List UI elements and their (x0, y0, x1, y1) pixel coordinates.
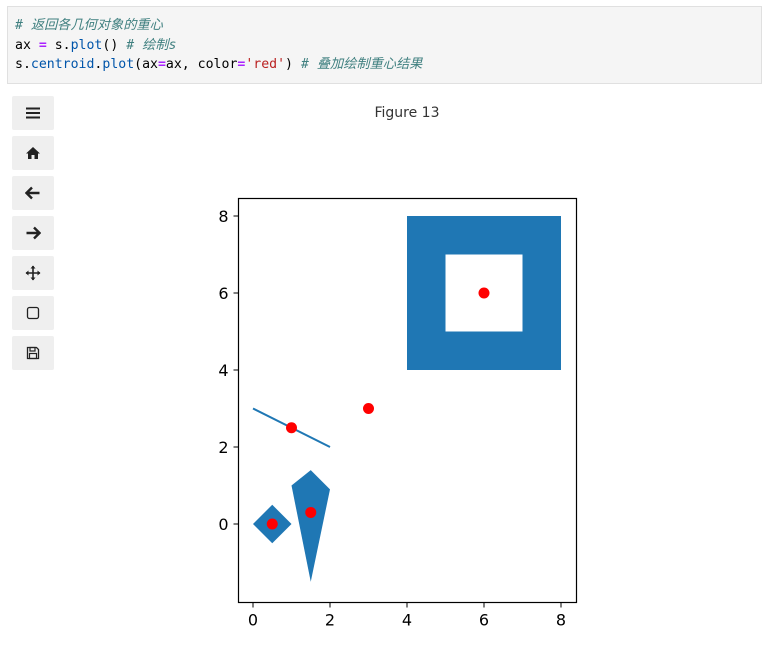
code-operator: = (38, 37, 47, 53)
save-button[interactable] (12, 336, 54, 370)
y-tick-label: 8 (218, 207, 228, 226)
pan-move-icon (25, 265, 41, 281)
x-tick-label: 4 (402, 611, 412, 630)
code-token: s. (15, 57, 31, 72)
centroid-marker (266, 518, 278, 530)
x-tick-label: 0 (248, 611, 258, 630)
code-token: ax (15, 37, 39, 53)
back-arrow-icon (25, 186, 40, 200)
pan-button[interactable] (12, 256, 54, 290)
x-tick-label: 2 (325, 611, 335, 630)
code-operator: = (237, 57, 246, 72)
code-comment: # 叠加绘制重心结果 (300, 57, 423, 72)
code-token: s. (46, 37, 71, 53)
centroid-marker (305, 506, 317, 518)
y-tick-label: 0 (218, 515, 228, 534)
x-tick-label: 8 (556, 611, 566, 630)
code-token: ax, color (165, 57, 238, 72)
forward-button[interactable] (12, 216, 54, 250)
code-token: . (94, 57, 103, 72)
zoom-button[interactable] (12, 296, 54, 330)
y-tick-label: 2 (218, 438, 228, 457)
code-token: (ax (134, 57, 158, 72)
home-icon (26, 147, 40, 159)
forward-arrow-icon (26, 226, 41, 240)
zoom-rect-icon (26, 306, 40, 320)
y-tick-label: 6 (218, 284, 228, 303)
code-cell[interactable]: # 返回各几何对象的重心 ax = s.plot() # 绘制s s.centr… (7, 6, 762, 84)
code-token: () (102, 37, 127, 53)
back-button[interactable] (12, 176, 54, 210)
code-line-3: s.centroid.plot(ax=ax, color='red') # 叠加… (15, 55, 761, 75)
code-comment: # 返回各几何对象的重心 (15, 18, 163, 33)
code-attribute: plot (70, 37, 103, 53)
y-tick-label: 4 (218, 361, 228, 380)
figure-toolbar (12, 96, 54, 376)
code-attribute: centroid (30, 57, 95, 72)
code-operator: = (157, 57, 166, 72)
menu-button[interactable] (12, 96, 54, 130)
home-button[interactable] (12, 136, 54, 170)
centroid-marker (363, 403, 374, 414)
code-line-2: ax = s.plot() # 绘制s (15, 36, 761, 56)
menu-icon (26, 107, 40, 119)
code-comment: # 绘制s (126, 37, 177, 53)
code-line-1: # 返回各几何对象的重心 (15, 16, 761, 36)
polygon-shape (291, 470, 330, 582)
figure-title: Figure 13 (374, 105, 440, 121)
code-token: ) (285, 57, 301, 72)
code-attribute: plot (102, 57, 135, 72)
save-icon (26, 346, 40, 360)
polygon-shape (407, 216, 561, 370)
code-string: 'red' (245, 57, 286, 72)
centroid-marker (478, 287, 490, 299)
plot-area (252, 216, 561, 582)
x-tick-label: 6 (479, 611, 489, 630)
centroid-marker (286, 422, 297, 434)
